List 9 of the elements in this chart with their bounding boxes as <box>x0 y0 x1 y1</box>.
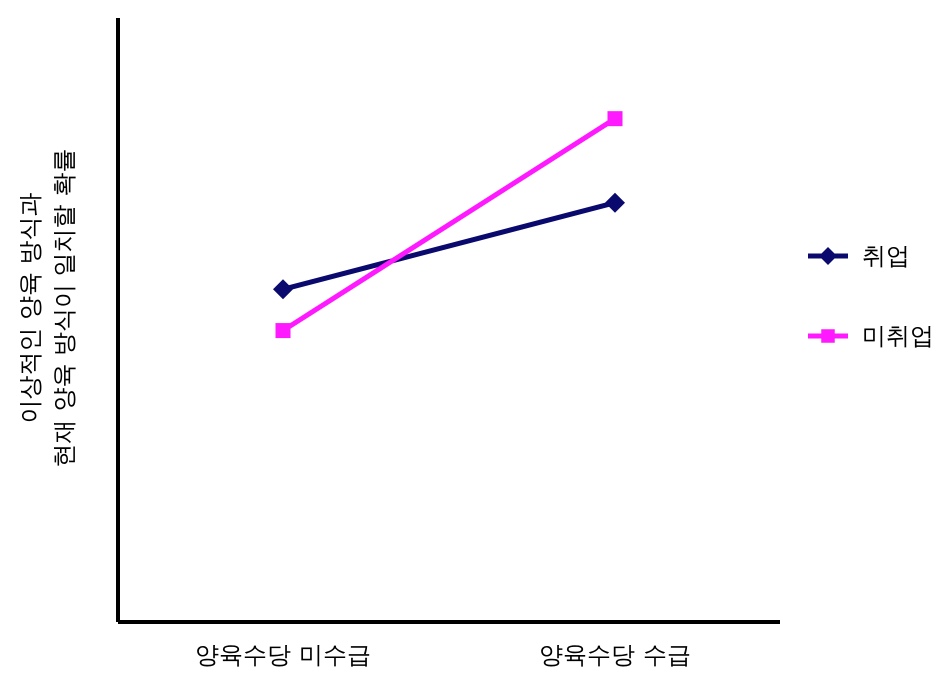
x-tick-label: 양육수당 미수급 <box>195 641 371 670</box>
point <box>605 192 625 213</box>
legend-label: 취업 <box>862 241 910 272</box>
point <box>276 323 290 338</box>
point <box>608 111 622 126</box>
x-tick-label: 양육수당 수급 <box>539 641 691 670</box>
legend-label: 미취업 <box>862 321 934 352</box>
y-axis-title: 이상적인 양육 방식과 현재 양육 방식이 일치할 확률 <box>16 148 78 468</box>
point <box>273 279 293 300</box>
